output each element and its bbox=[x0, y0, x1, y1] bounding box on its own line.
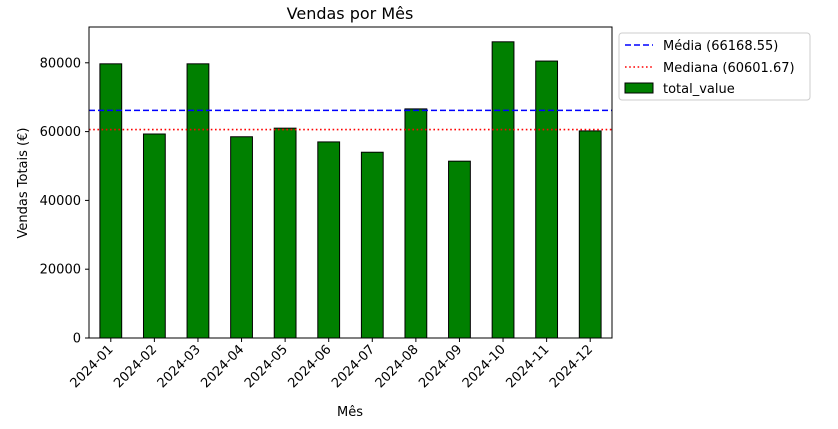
y-ticks: 0 20000 40000 60000 80000 bbox=[40, 56, 89, 347]
x-tick-label: 2024-01 bbox=[68, 342, 117, 391]
y-tick-label: 60000 bbox=[40, 125, 81, 140]
legend: Média (66168.55) Mediana (60601.67) total_… bbox=[618, 32, 811, 101]
bar-2024-11 bbox=[535, 60, 559, 339]
bars bbox=[99, 41, 602, 339]
y-tick-label: 20000 bbox=[40, 263, 81, 278]
x-tick-label: 2024-02 bbox=[111, 342, 160, 391]
x-tick-label: 2024-05 bbox=[242, 342, 291, 391]
x-ticks: 2024-012024-022024-032024-042024-052024-… bbox=[68, 338, 596, 391]
legend-series-swatch bbox=[624, 82, 654, 94]
bar-2024-12 bbox=[578, 130, 602, 339]
legend-median-label: Mediana (60601.67) bbox=[663, 61, 795, 76]
bar-2024-05 bbox=[273, 127, 297, 339]
chart-title: Vendas por Mês bbox=[287, 4, 414, 23]
x-tick-label: 2024-06 bbox=[286, 342, 335, 391]
x-tick-label: 2024-11 bbox=[503, 342, 552, 391]
legend-box bbox=[618, 32, 811, 101]
x-tick-label: 2024-03 bbox=[155, 342, 204, 391]
bar-2024-02 bbox=[142, 133, 166, 339]
bar-2024-09 bbox=[448, 160, 471, 339]
x-tick-label: 2024-08 bbox=[373, 342, 422, 391]
bar-2024-06 bbox=[317, 141, 341, 339]
x-tick-label: 2024-12 bbox=[547, 342, 596, 391]
y-tick-label: 40000 bbox=[40, 194, 81, 209]
bar-2024-01 bbox=[99, 63, 123, 339]
axes-frame bbox=[88, 26, 613, 339]
x-axis-label: Mês bbox=[337, 405, 363, 420]
bar-2024-04 bbox=[230, 136, 253, 339]
legend-series-label: total_value bbox=[663, 82, 735, 97]
axes bbox=[88, 26, 613, 339]
x-tick-label: 2024-10 bbox=[460, 342, 509, 391]
bar-2024-03 bbox=[186, 63, 210, 339]
bar-2024-07 bbox=[360, 151, 384, 339]
x-tick-label: 2024-07 bbox=[329, 342, 378, 391]
bar-2024-10 bbox=[491, 41, 515, 339]
reference-lines bbox=[89, 109, 612, 131]
y-tick-label: 0 bbox=[73, 332, 81, 347]
x-tick-label: 2024-04 bbox=[198, 342, 247, 391]
y-tick-label: 80000 bbox=[40, 56, 81, 71]
bar-2024-08 bbox=[404, 108, 428, 339]
legend-mean-label: Média (66168.55) bbox=[663, 39, 778, 54]
y-axis-label: Vendas Totais (€) bbox=[16, 128, 31, 239]
x-tick-label: 2024-09 bbox=[416, 342, 465, 391]
